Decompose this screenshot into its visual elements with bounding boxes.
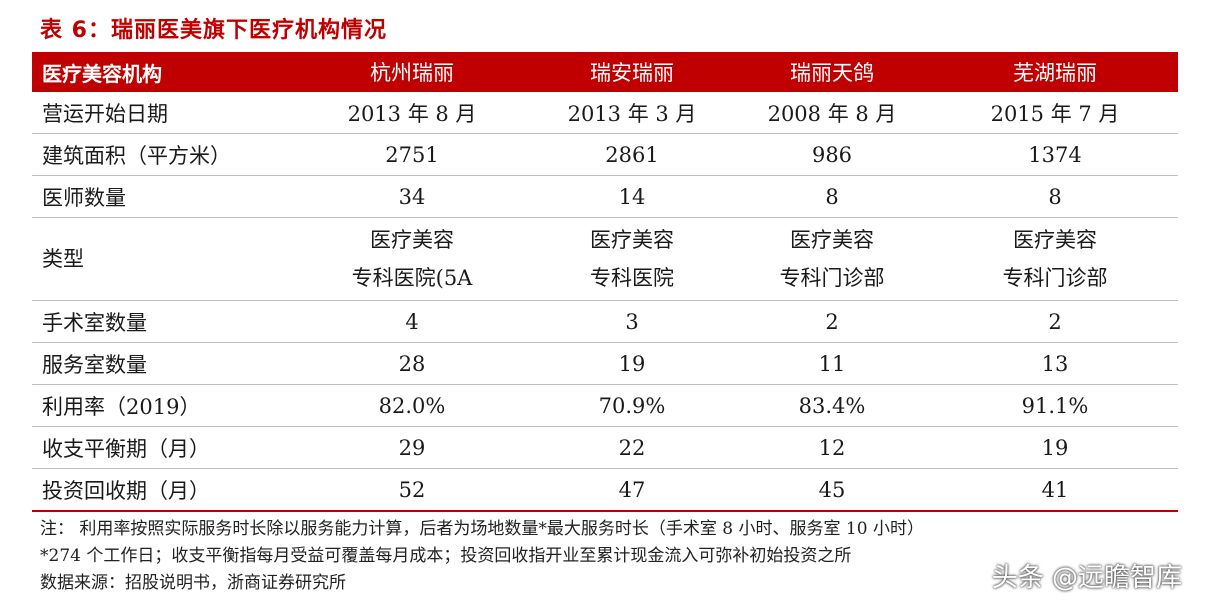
row-label: 利用率（2019） [32,384,292,427]
table-cell: 医疗美容专科医院(5A [292,217,532,301]
type-line-1: 医疗美容 [370,228,454,252]
table-cell: 2008 年 8 月 [732,92,932,134]
table-row: 利用率（2019） 82.0% 70.9% 83.4% 91.1% [32,384,1178,427]
table-cell: 41 [932,468,1178,512]
table-cell: 83.4% [732,384,932,427]
institutions-table: 医疗美容机构 杭州瑞丽 瑞安瑞丽 瑞丽天鸽 芜湖瑞丽 营运开始日期 2013 年… [32,52,1178,512]
type-line-2: 专科门诊部 [1002,266,1108,290]
table-row: 建筑面积（平方米） 2751 2861 986 1374 [32,133,1178,176]
header-cell: 瑞安瑞丽 [590,61,674,85]
table-cell: 医疗美容 专科医院 [532,217,732,301]
table-header-row: 医疗美容机构 杭州瑞丽 瑞安瑞丽 瑞丽天鸽 芜湖瑞丽 [32,52,1178,92]
row-label: 投资回收期（月） [32,468,292,512]
table-row: 手术室数量 4 3 2 2 [32,300,1178,343]
table-cell: 19 [532,342,732,385]
table-cell: 8 [932,175,1178,218]
table-cell: 医疗美容 专科门诊部 [932,217,1178,301]
note-line-2: *274 个工作日；收支平衡指每月受益可覆盖每月成本；投资回收指开业至累计现金流… [40,546,852,566]
row-label: 收支平衡期（月） [32,426,292,469]
table-cell: 2861 [532,133,732,176]
table-cell: 2 [932,300,1178,343]
table-cell: 47 [532,468,732,512]
table-row: 服务室数量 28 19 11 13 [32,342,1178,385]
note-line-1: 注： 利用率按照实际服务时长除以服务能力计算，后者为场地数量*最大服务时长（手术… [40,519,924,539]
table-cell: 4 [292,300,532,343]
table-row: 营运开始日期 2013 年 8 月 2013 年 3 月 2008 年 8 月 … [32,92,1178,134]
table-cell: 14 [532,175,732,218]
table-cell: 1374 [932,133,1178,176]
type-line-1: 医疗美容 [590,228,674,252]
table-cell: 82.0% [292,384,532,427]
row-label: 营运开始日期 [32,92,292,134]
table-cell: 8 [732,175,932,218]
table-cell: 2751 [292,133,532,176]
table-cell: 34 [292,175,532,218]
table-row: 类型 医疗美容专科医院(5A 医疗美容专科医院 医疗美容专科门诊部 医疗美容专科… [32,217,1178,301]
row-label: 建筑面积（平方米） [32,133,292,176]
table-cell: 70.9% [532,384,732,427]
table-cell: 医疗美容 专科门诊部 [732,217,932,301]
row-label: 服务室数量 [32,342,292,385]
table-cell: 45 [732,468,932,512]
table-cell: 28 [292,342,532,385]
table-cell: 11 [732,342,932,385]
watermark: 头条 @远瞻智库 [991,563,1182,593]
row-label: 医师数量 [32,175,292,218]
header-cell: 杭州瑞丽 [370,61,454,85]
table-cell: 2015 年 7 月 [932,92,1178,134]
table-cell: 3 [532,300,732,343]
type-line-1: 医疗美容 [1013,228,1097,252]
type-line-2: 专科医院(5A [351,266,473,290]
table-cell: 2 [732,300,932,343]
row-label: 手术室数量 [32,300,292,343]
table-row: 投资回收期（月） 52 47 45 41 [32,468,1178,512]
note-source: 数据来源：招股说明书，浙商证券研究所 [40,573,346,593]
table-cell: 91.1% [932,384,1178,427]
table-title: 表 6：瑞丽医美旗下医疗机构情况 [40,18,387,43]
table-row: 医师数量 34 14 8 8 [32,175,1178,218]
table-cell: 13 [932,342,1178,385]
type-line-2: 专科门诊部 [779,266,885,290]
header-cell: 芜湖瑞丽 [1013,61,1097,85]
row-label: 类型 [32,217,292,301]
type-line-1: 医疗美容 [790,228,874,252]
type-line-2: 专科医院 [590,266,674,290]
table-cell: 19 [932,426,1178,469]
table-cell: 986 [732,133,932,176]
table-cell: 29 [292,426,532,469]
table-row: 收支平衡期（月） 29 22 12 19 [32,426,1178,469]
table-cell: 52 [292,468,532,512]
table-cell: 22 [532,426,732,469]
table-notes: 注： 利用率按照实际服务时长除以服务能力计算，后者为场地数量*最大服务时长（手术… [40,516,924,597]
table-cell: 2013 年 8 月 [292,92,532,134]
header-cell: 医疗美容机构 [42,61,162,86]
table-cell: 12 [732,426,932,469]
header-cell: 瑞丽天鸽 [790,61,874,85]
table-cell: 2013 年 3 月 [532,92,732,134]
